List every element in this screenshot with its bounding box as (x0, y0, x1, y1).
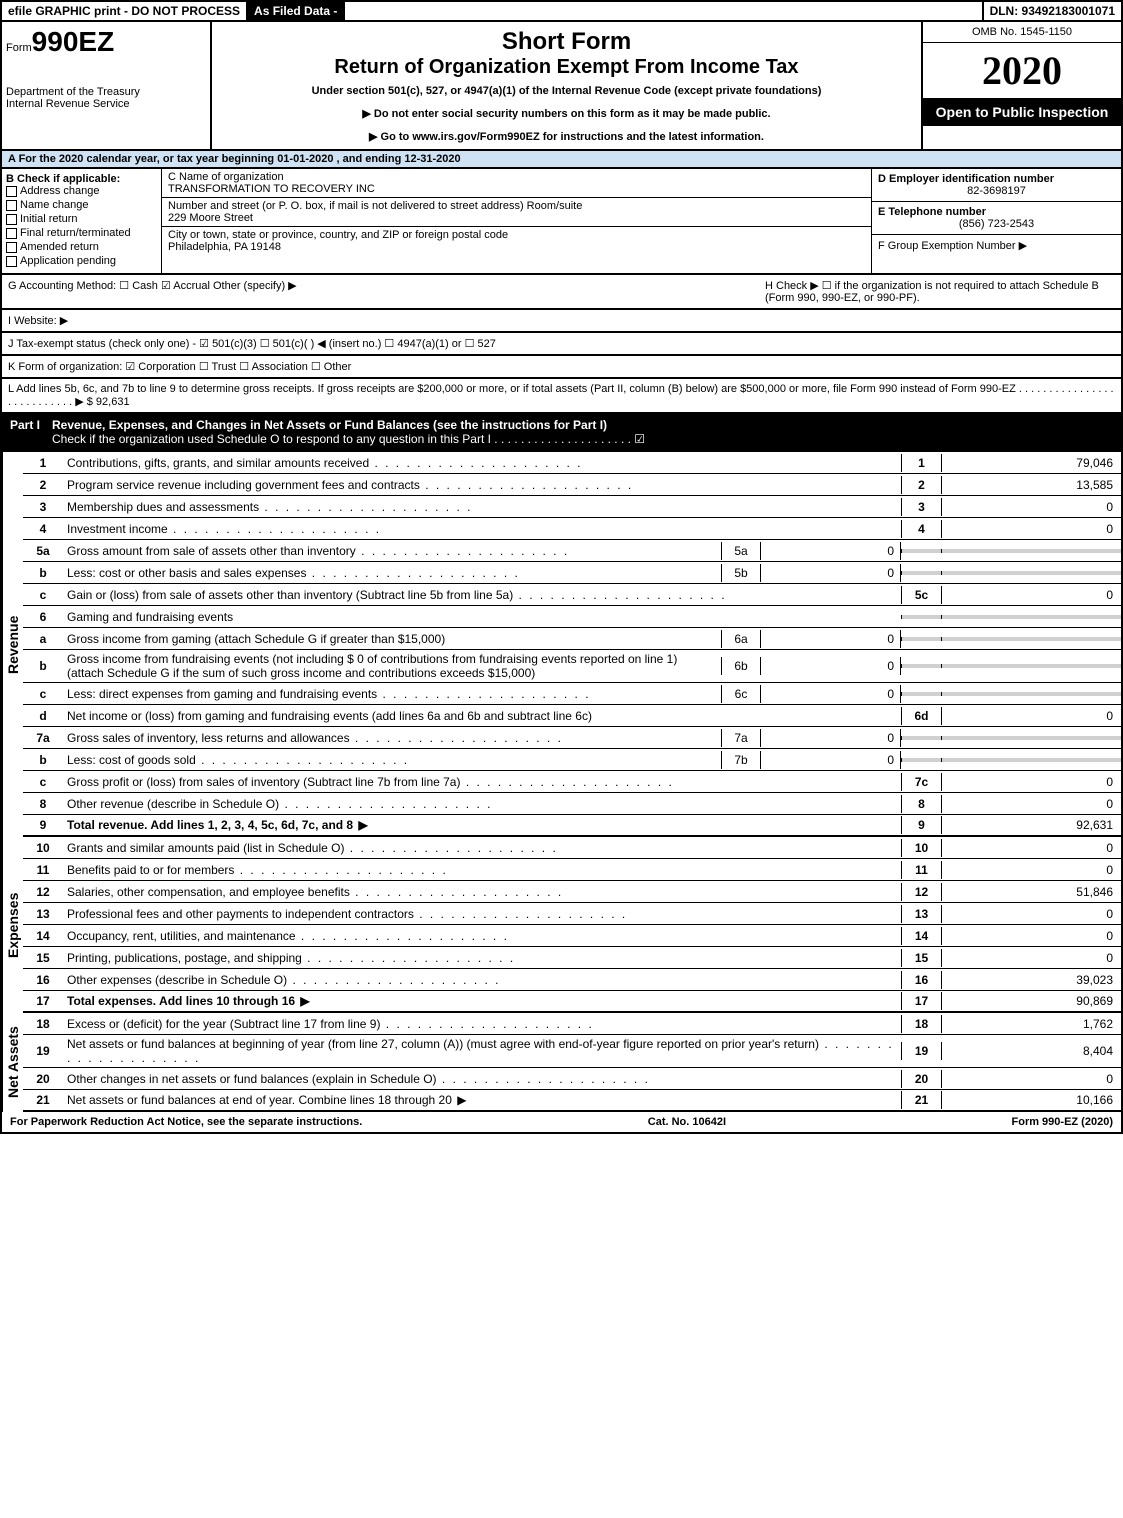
return-title: Return of Organization Exempt From Incom… (218, 56, 915, 79)
line-14: 14Occupancy, rent, utilities, and mainte… (23, 925, 1123, 947)
g-accounting: G Accounting Method: ☐ Cash ☑ Accrual Ot… (8, 279, 297, 304)
line-5b: bLess: cost or other basis and sales exp… (23, 562, 1123, 584)
tel-label: E Telephone number (878, 206, 1115, 218)
c-city-value: Philadelphia, PA 19148 (168, 241, 865, 253)
dept-treasury: Department of the Treasury (6, 86, 206, 98)
short-form-title: Short Form (218, 28, 915, 56)
net-assets-side-label: Net Assets (2, 1013, 23, 1112)
line-19: 19Net assets or fund balances at beginni… (23, 1035, 1123, 1068)
footer-mid: Cat. No. 10642I (648, 1116, 726, 1128)
part-1-label: Part I (10, 418, 40, 446)
org-city-row: City or town, state or province, country… (162, 227, 871, 255)
irs-label: Internal Revenue Service (6, 98, 206, 110)
form-header: Form990EZ Department of the Treasury Int… (0, 22, 1123, 151)
ein-value: 82-3698197 (878, 185, 1115, 197)
part-1-header: Part I Revenue, Expenses, and Changes in… (0, 414, 1123, 452)
col-b-checkboxes: B Check if applicable: Address change Na… (2, 169, 162, 273)
net-assets-section: Net Assets 18Excess or (deficit) for the… (0, 1013, 1123, 1112)
line-6a: aGross income from gaming (attach Schedu… (23, 628, 1123, 650)
form-prefix: Form (6, 42, 32, 54)
row-i-website: I Website: ▶ (0, 310, 1123, 333)
line-6d: dNet income or (loss) from gaming and fu… (23, 705, 1123, 727)
line-3: 3Membership dues and assessments30 (23, 496, 1123, 518)
as-filed-label: As Filed Data - (248, 2, 345, 20)
footer-left: For Paperwork Reduction Act Notice, see … (10, 1116, 362, 1128)
col-c-org: C Name of organization TRANSFORMATION TO… (162, 169, 871, 273)
line-13: 13Professional fees and other payments t… (23, 903, 1123, 925)
tel-row: E Telephone number (856) 723-2543 (872, 202, 1121, 235)
line-5c: cGain or (loss) from sale of assets othe… (23, 584, 1123, 606)
efile-label: efile GRAPHIC print - DO NOT PROCESS (2, 2, 248, 20)
row-k-form-org: K Form of organization: ☑ Corporation ☐ … (0, 356, 1123, 379)
line-15: 15Printing, publications, postage, and s… (23, 947, 1123, 969)
org-street-row: Number and street (or P. O. box, if mail… (162, 198, 871, 227)
line-6: 6Gaming and fundraising events (23, 606, 1123, 628)
line-17: 17Total expenses. Add lines 10 through 1… (23, 991, 1123, 1013)
line-21: 21Net assets or fund balances at end of … (23, 1090, 1123, 1112)
revenue-side-label: Revenue (2, 452, 23, 837)
ein-row: D Employer identification number 82-3698… (872, 169, 1121, 202)
c-name-value: TRANSFORMATION TO RECOVERY INC (168, 183, 865, 195)
line-20: 20Other changes in net assets or fund ba… (23, 1068, 1123, 1090)
line-6c: cLess: direct expenses from gaming and f… (23, 683, 1123, 705)
cb-name[interactable]: Name change (6, 199, 157, 211)
c-city-label: City or town, state or province, country… (168, 229, 865, 241)
page-footer: For Paperwork Reduction Act Notice, see … (0, 1112, 1123, 1134)
dln-label: DLN: 93492183001071 (982, 2, 1121, 20)
org-name-row: C Name of organization TRANSFORMATION TO… (162, 169, 871, 198)
line-2: 2Program service revenue including gover… (23, 474, 1123, 496)
line-7a: 7aGross sales of inventory, less returns… (23, 727, 1123, 749)
line-6b: bGross income from fundraising events (n… (23, 650, 1123, 683)
group-row: F Group Exemption Number ▶ (872, 235, 1121, 256)
line-11: 11Benefits paid to or for members110 (23, 859, 1123, 881)
line-5a: 5aGross amount from sale of assets other… (23, 540, 1123, 562)
ssn-warning: ▶ Do not enter social security numbers o… (218, 107, 915, 120)
row-l-gross: L Add lines 5b, 6c, and 7b to line 9 to … (0, 379, 1123, 414)
footer-right: Form 990-EZ (2020) (1012, 1116, 1113, 1128)
under-section: Under section 501(c), 527, or 4947(a)(1)… (218, 85, 915, 97)
col-d-ids: D Employer identification number 82-3698… (871, 169, 1121, 273)
cb-address[interactable]: Address change (6, 185, 157, 197)
line-18: 18Excess or (deficit) for the year (Subt… (23, 1013, 1123, 1035)
c-street-label: Number and street (or P. O. box, if mail… (168, 200, 865, 212)
row-j-tax-exempt: J Tax-exempt status (check only one) - ☑… (0, 333, 1123, 356)
ein-label: D Employer identification number (878, 173, 1115, 185)
cb-initial[interactable]: Initial return (6, 213, 157, 225)
expenses-side-label: Expenses (2, 837, 23, 1013)
omb-number: OMB No. 1545-1150 (923, 22, 1121, 43)
line-1: 1Contributions, gifts, grants, and simil… (23, 452, 1123, 474)
h-check: H Check ▶ ☐ if the organization is not r… (765, 279, 1115, 304)
group-label: F Group Exemption Number ▶ (878, 239, 1115, 252)
revenue-section: Revenue 1Contributions, gifts, grants, a… (0, 452, 1123, 837)
header-mid: Short Form Return of Organization Exempt… (212, 22, 921, 149)
line-7b: bLess: cost of goods sold7b0 (23, 749, 1123, 771)
form-number: 990EZ (32, 26, 115, 57)
top-bar: efile GRAPHIC print - DO NOT PROCESS As … (0, 0, 1123, 22)
cb-amended[interactable]: Amended return (6, 241, 157, 253)
cb-final[interactable]: Final return/terminated (6, 227, 157, 239)
open-public: Open to Public Inspection (923, 98, 1121, 126)
b-label: B Check if applicable: (6, 173, 157, 185)
line-12: 12Salaries, other compensation, and empl… (23, 881, 1123, 903)
row-g-h: G Accounting Method: ☐ Cash ☑ Accrual Ot… (0, 275, 1123, 310)
line-7c: cGross profit or (loss) from sales of in… (23, 771, 1123, 793)
c-name-label: C Name of organization (168, 171, 865, 183)
cb-application[interactable]: Application pending (6, 255, 157, 267)
goto-link[interactable]: ▶ Go to www.irs.gov/Form990EZ for instru… (218, 130, 915, 143)
expenses-section: Expenses 10Grants and similar amounts pa… (0, 837, 1123, 1013)
line-9: 9Total revenue. Add lines 1, 2, 3, 4, 5c… (23, 815, 1123, 837)
line-8: 8Other revenue (describe in Schedule O)8… (23, 793, 1123, 815)
line-16: 16Other expenses (describe in Schedule O… (23, 969, 1123, 991)
part-1-title: Revenue, Expenses, and Changes in Net As… (52, 418, 645, 446)
section-bcd: B Check if applicable: Address change Na… (0, 169, 1123, 275)
tax-year: 2020 (923, 43, 1121, 98)
tel-value: (856) 723-2543 (878, 218, 1115, 230)
line-10: 10Grants and similar amounts paid (list … (23, 837, 1123, 859)
c-street-value: 229 Moore Street (168, 212, 865, 224)
header-left: Form990EZ Department of the Treasury Int… (2, 22, 212, 149)
header-right: OMB No. 1545-1150 2020 Open to Public In… (921, 22, 1121, 149)
row-a-tax-year: A For the 2020 calendar year, or tax yea… (0, 151, 1123, 169)
line-4: 4Investment income40 (23, 518, 1123, 540)
